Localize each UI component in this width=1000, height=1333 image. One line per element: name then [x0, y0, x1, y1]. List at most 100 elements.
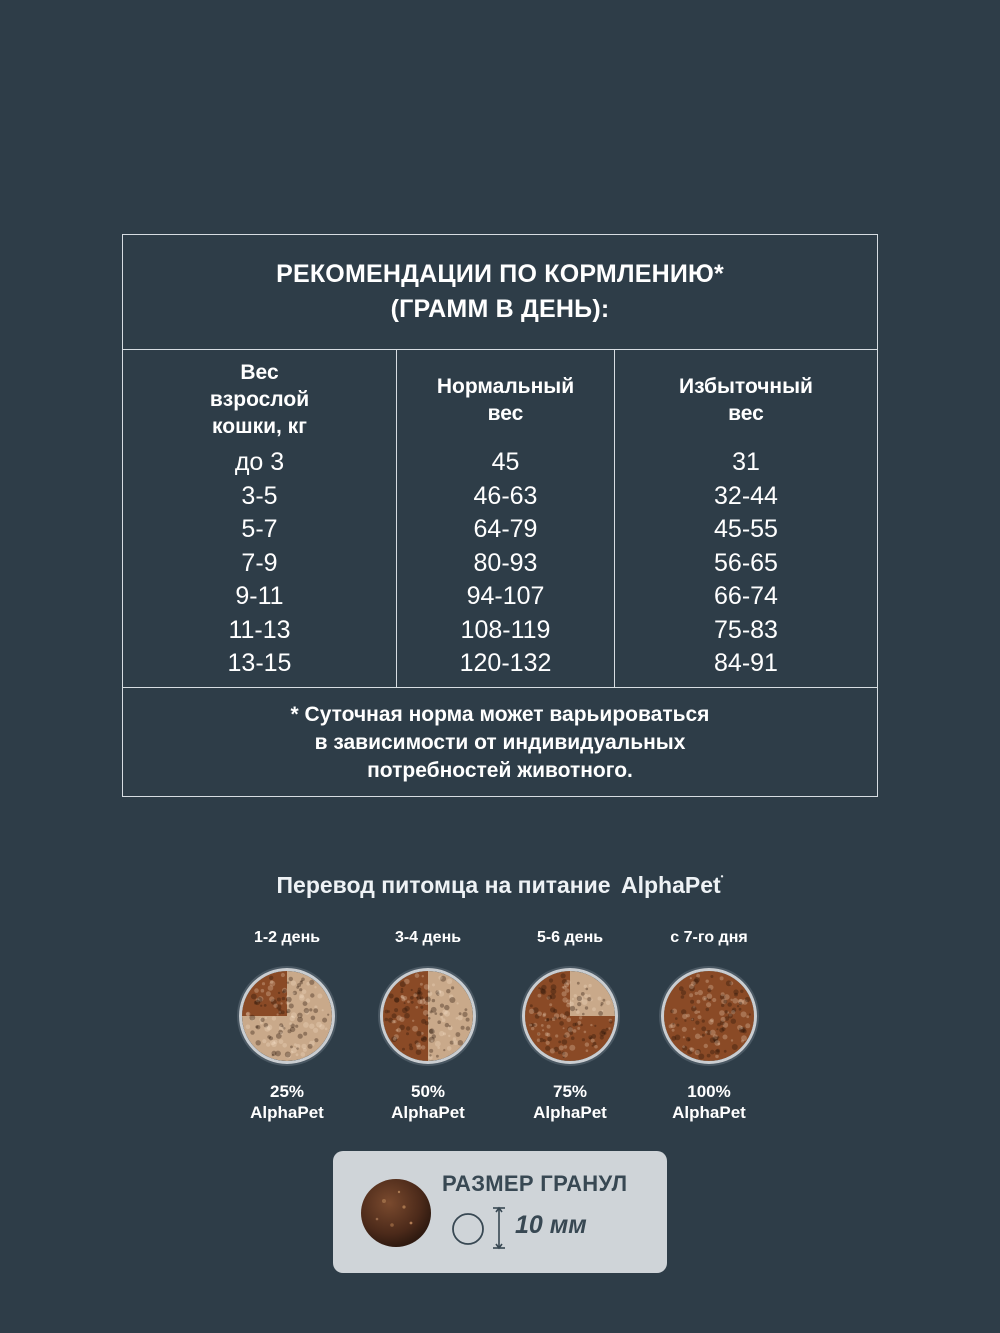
kibble-texture-dot	[710, 975, 714, 978]
kibble-texture-dot	[273, 1003, 278, 1008]
kibble-texture-dot	[255, 998, 260, 1003]
kibble-texture-dot	[577, 1020, 582, 1025]
kibble-texture-dot	[275, 1033, 282, 1039]
kibble-texture-dot	[439, 1003, 445, 1008]
kibble-texture-dot	[282, 1043, 287, 1048]
kibble-texture-dot	[417, 990, 423, 997]
new-food-area	[242, 971, 287, 1016]
kibble-texture-dot	[569, 1005, 576, 1012]
kibble-texture-dot	[731, 1007, 737, 1012]
bowl-image	[522, 968, 618, 1064]
kibble-texture-dot	[273, 1039, 278, 1044]
kibble-texture-dot	[408, 1043, 413, 1047]
kibble-texture-dot	[402, 1007, 408, 1014]
kibble-texture-dot	[564, 1011, 570, 1017]
kibble-texture-dot	[267, 1035, 271, 1039]
table-cell: 7-9	[241, 548, 278, 577]
kibble-texture-dot	[671, 1035, 677, 1041]
kibble-texture-dot	[255, 1025, 259, 1029]
kibble-texture-dot	[391, 1036, 397, 1043]
kibble-texture-dot	[694, 991, 698, 996]
kibble-texture-dot	[297, 983, 301, 988]
kibble-texture-dot	[416, 1031, 422, 1037]
kibble-texture-dot	[727, 1002, 732, 1007]
kibble-texture-dot	[399, 1024, 405, 1031]
kibble-texture-dot	[696, 999, 701, 1004]
kibble-texture-dot	[680, 990, 687, 996]
kibble-texture-dot	[276, 1013, 279, 1016]
kibble-texture-dot	[302, 1001, 308, 1006]
kibble-texture-dot	[533, 1022, 538, 1028]
kibble-texture-dot	[439, 1012, 443, 1016]
kibble-texture-dot	[713, 1039, 719, 1044]
stage-brand: AlphaPet	[533, 1103, 607, 1122]
kibble-texture-dot	[428, 1055, 433, 1060]
kibble-texture-dot	[584, 994, 589, 998]
kibble-texture-dot	[290, 1050, 294, 1054]
kibble-texture-dot	[314, 1005, 318, 1009]
kibble-texture-dot	[285, 996, 292, 1003]
table-cell: 11-13	[228, 615, 291, 644]
kibble-texture-dot	[585, 987, 589, 991]
kibble-texture-dot	[709, 1029, 716, 1036]
kibble-texture-dot	[536, 1038, 541, 1042]
kibble-texture-dot	[255, 1040, 261, 1046]
kibble-texture-dot	[605, 1027, 609, 1031]
kibble-texture-dot	[271, 1054, 274, 1057]
kibble-texture-dot	[577, 1026, 581, 1030]
kibble-texture-dot	[400, 995, 405, 999]
kibble-texture-dot	[602, 998, 606, 1002]
kibble-texture-dot	[400, 990, 404, 994]
kibble-texture-dot	[278, 1029, 283, 1035]
kibble-texture-dot	[734, 992, 738, 997]
stage-label: 75% AlphaPet	[500, 1081, 640, 1123]
kibble-texture-dot	[307, 1043, 313, 1049]
kibble-texture-dot	[457, 1015, 463, 1021]
kibble-texture-dot	[257, 996, 264, 1002]
kibble-texture-dot	[253, 1000, 258, 1005]
kibble-texture-dot	[278, 1011, 282, 1014]
kibble-texture-dot	[270, 1039, 276, 1046]
kibble-texture-dot	[279, 1023, 284, 1027]
kibble-texture-dot	[724, 1010, 728, 1014]
kibble-texture-dot	[717, 1022, 721, 1027]
kibble-texture-dot	[725, 980, 732, 987]
kibble-texture-dot	[394, 997, 400, 1003]
table-cell: 108-119	[460, 615, 551, 644]
kibble-texture-dot	[742, 999, 748, 1005]
kibble-texture-dot	[589, 998, 593, 1002]
kibble-texture-dot	[297, 1033, 303, 1039]
kibble-texture-dot	[280, 972, 285, 978]
kibble-texture-dot	[449, 994, 454, 999]
kibble-texture-dot	[674, 1034, 681, 1041]
kibble-texture-dot	[542, 1012, 547, 1016]
kibble-texture-dot	[420, 1005, 424, 1009]
kibble-texture-dot	[714, 1049, 720, 1055]
kibble-texture-dot	[402, 1047, 405, 1051]
kibble-texture-dot	[726, 1011, 730, 1014]
kibble-texture-dot	[561, 991, 567, 997]
kibble-texture-dot	[442, 1032, 447, 1036]
kibble-texture-dot	[671, 1028, 675, 1032]
kibble-texture-dot	[270, 999, 277, 1005]
kibble-texture-dot	[393, 1034, 399, 1040]
kibble-texture-dot	[740, 1011, 747, 1018]
kibble-texture-dot	[302, 1047, 307, 1052]
kibble-texture-dot	[412, 1019, 415, 1022]
kibble-texture-dot	[295, 1024, 299, 1028]
kibble-texture-dot	[591, 1044, 594, 1047]
kibble-texture-dot	[570, 1036, 575, 1040]
kibble-texture-dot	[605, 1000, 611, 1006]
column-values: 31 32-44 45-55 56-65 66-74 75-83 84-91	[615, 446, 877, 681]
kibble-texture-dot	[295, 1044, 301, 1049]
kibble-texture-dot	[589, 1037, 592, 1040]
column-normal-weight: Нормальный вес 45 46-63 64-79 80-93 94-1…	[397, 350, 615, 687]
kibble-texture-dot	[588, 994, 591, 997]
kibble-texture-dot	[587, 997, 592, 1002]
kibble-texture-dot	[420, 1038, 424, 1041]
kibble-texture-dot	[562, 997, 568, 1003]
kibble-texture-dot	[580, 1023, 583, 1027]
kibble-texture-dot	[284, 1051, 291, 1058]
kibble-texture-dot	[446, 978, 453, 985]
kibble-texture-dot	[260, 988, 265, 993]
